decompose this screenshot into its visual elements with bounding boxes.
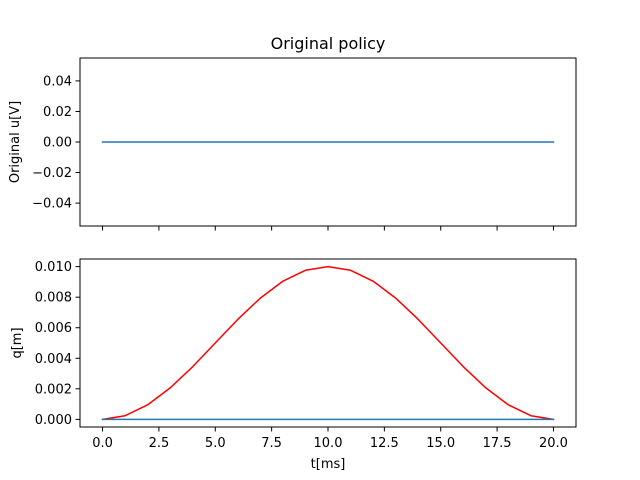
- bottom-series-line-0: [101, 265, 555, 421]
- bottom-x-tick-label: 0.0: [92, 436, 113, 451]
- bottom-y-tick-label: 0.010: [35, 260, 72, 275]
- bottom-y-tick-label: 0.008: [35, 291, 72, 306]
- bottom-x-tick-label: 10.0: [314, 436, 343, 451]
- bottom-y-tick-label: 0.000: [35, 413, 72, 428]
- top-subplot: Original policy Original u[V] −0.04 −0.02…: [8, 34, 577, 231]
- bottom-series: [101, 265, 555, 421]
- top-y-tick-label: 0.00: [43, 136, 72, 151]
- bottom-x-tick-label: 12.5: [370, 436, 399, 451]
- bottom-x-tick-label: 15.0: [426, 436, 455, 451]
- bottom-y-tick-label: 0.002: [35, 382, 72, 397]
- bottom-y-tick-label: 0.004: [35, 352, 72, 367]
- bottom-x-tick-label: 5.0: [205, 436, 226, 451]
- top-y-tick-label: −0.02: [32, 166, 72, 181]
- bottom-x-tick-label: 7.5: [261, 436, 282, 451]
- top-y-axis-title: Original u[V]: [8, 101, 23, 183]
- bottom-y-tick-label: 0.006: [35, 321, 72, 336]
- bottom-x-tick-label: 17.5: [483, 436, 512, 451]
- bottom-y-axis-title: q[m]: [10, 327, 25, 358]
- bottom-x-axis-title: t[ms]: [311, 457, 346, 472]
- top-y-tick-label: 0.02: [43, 105, 72, 120]
- bottom-ticks: 0.0 2.5 5.0 7.5 10.0 12.5 15.0 17.5 20.0 0.000 0.0…: [35, 260, 568, 451]
- top-axes-frame: [79, 57, 577, 227]
- bottom-x-tick-label: 2.5: [149, 436, 170, 451]
- top-y-tick-label: −0.04: [32, 197, 72, 212]
- bottom-axes-frame: [79, 258, 577, 428]
- top-chart-title: Original policy: [271, 34, 386, 53]
- top-y-tick-label: 0.04: [43, 74, 72, 89]
- top-ticks: −0.04 −0.02 0.00 0.02 0.04: [32, 74, 554, 231]
- bottom-subplot: q[m] t[ms] 0.0 2.5 5.0 7.5 10.0 12.5 15.0 17.5 2…: [10, 258, 577, 472]
- bottom-x-tick-label: 20.0: [539, 436, 568, 451]
